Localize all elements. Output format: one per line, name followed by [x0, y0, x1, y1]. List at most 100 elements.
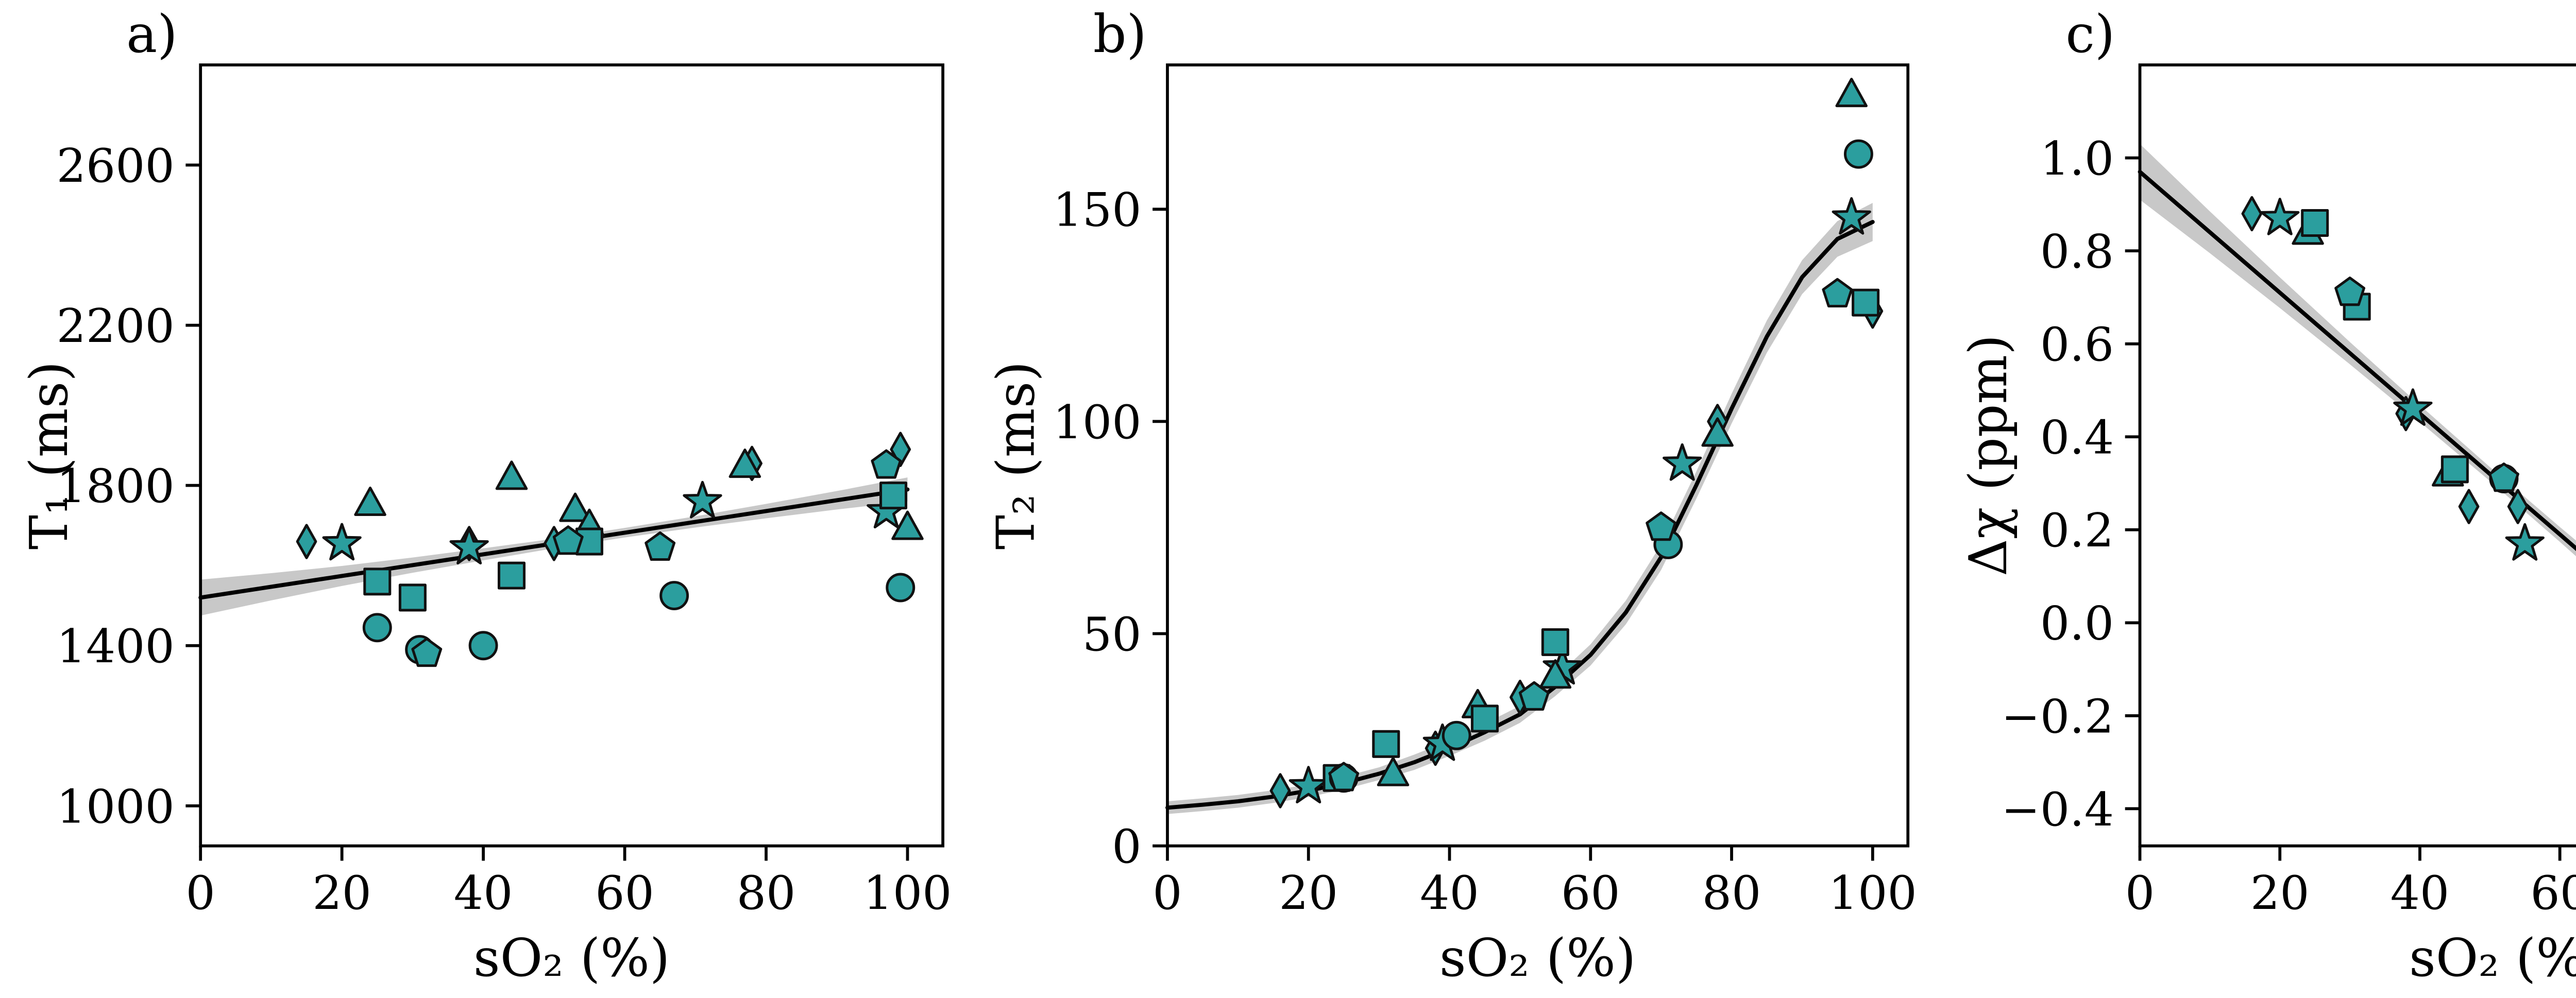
x-tick-label: 20 [312, 866, 371, 920]
y-tick-label: 2200 [57, 299, 175, 353]
y-tick-label: −0.4 [2001, 783, 2114, 837]
marker-pentagon [411, 637, 443, 667]
x-tick-label: 0 [2125, 866, 2155, 920]
y-tick-label: 0.8 [2040, 225, 2114, 279]
x-tick-label: 20 [2250, 866, 2310, 920]
panel-letter: b) [1093, 4, 1147, 64]
marker-star [322, 523, 362, 561]
marker-triangle [559, 492, 591, 522]
marker-pentagon [1646, 511, 1677, 541]
y-tick-label: 150 [1053, 183, 1142, 237]
marker-diamond [890, 432, 911, 467]
y-tick-label: 0.6 [2040, 318, 2114, 372]
marker-star [449, 527, 489, 565]
panel-b: 0 20 40 60 80 100 0 50 100 150 sO₂ (%) T₂ (ms) b) [986, 4, 1917, 988]
x-axis-label: sO₂ (%) [2409, 927, 2576, 988]
x-tick-label: 60 [595, 866, 654, 920]
x-tick-label: 20 [1279, 866, 1338, 920]
marker-square [879, 481, 908, 510]
marker-pentagon [645, 531, 676, 561]
y-tick-label: 0.0 [2040, 597, 2114, 651]
marker-diamond [2507, 489, 2529, 524]
marker-circle [1843, 139, 1873, 169]
panel-c: 020406080100−0.4−0.20.00.20.40.60.81.0sO… [1958, 4, 2576, 988]
x-tick-label: 40 [454, 866, 513, 920]
y-tick-label: 0.4 [2040, 411, 2114, 465]
x-tick-label: 0 [186, 866, 215, 920]
y-axis-label: Δχ (ppm) [1958, 335, 2019, 576]
marker-square [363, 567, 392, 596]
marker-square [1852, 288, 1880, 317]
x-tick-label: 60 [1561, 866, 1620, 920]
y-axis-label: T₁ (ms) [19, 361, 79, 549]
marker-triangle [728, 449, 761, 478]
marker-square [2301, 209, 2329, 237]
x-tick-label: 100 [1828, 866, 1917, 920]
y-tick-label: 50 [1082, 608, 1142, 662]
marker-star [683, 480, 722, 519]
marker-star [2393, 388, 2433, 426]
marker-triangle [495, 460, 528, 490]
panel-a: 0 20 40 60 80 100 1000 1400 1800 2200 2600 sO₂ (%) T… [19, 4, 952, 988]
marker-pentagon [1328, 762, 1360, 791]
marker-circle [362, 613, 392, 643]
x-axis-label: sO₂ (%) [1439, 927, 1636, 988]
marker-square [1541, 628, 1569, 657]
marker-triangle [1701, 417, 1734, 447]
x-tick-label: 80 [737, 866, 796, 920]
marker-diamond [2241, 196, 2263, 232]
marker-square [1470, 704, 1499, 733]
marker-square [1372, 730, 1400, 758]
marker-circle [1442, 720, 1471, 750]
marker-pentagon [1518, 681, 1550, 711]
marker-diamond [296, 524, 317, 559]
axes-frame [199, 63, 944, 848]
marker-diamond [1269, 773, 1291, 808]
marker-star [1289, 766, 1328, 804]
marker-circle [468, 631, 498, 661]
y-tick-label: 2600 [57, 139, 175, 193]
y-tick-label: 100 [1053, 395, 1142, 450]
marker-circle [886, 573, 916, 603]
marker-triangle [1835, 78, 1868, 108]
axes-frame [2138, 63, 2576, 848]
x-tick-label: 0 [1153, 866, 1182, 920]
marker-diamond [2458, 489, 2480, 524]
marker-pentagon [552, 525, 584, 555]
marker-pentagon [2334, 277, 2366, 306]
axes-frame [1166, 63, 1910, 848]
x-axis-label: sO₂ (%) [473, 927, 670, 988]
y-axis-label: T₂ (ms) [986, 361, 1046, 549]
y-tick-label: 0.2 [2040, 504, 2114, 558]
marker-square [2441, 455, 2469, 484]
x-tick-label: 80 [1702, 866, 1761, 920]
marker-star [1832, 197, 1871, 235]
marker-circle [659, 581, 689, 610]
y-tick-label: 1.0 [2040, 132, 2114, 186]
marker-pentagon [2488, 462, 2519, 492]
y-tick-label: −0.2 [2001, 690, 2114, 744]
y-tick-label: 1800 [57, 459, 175, 513]
y-tick-label: 0 [1112, 820, 1141, 874]
y-tick-label: 1000 [57, 780, 175, 834]
x-tick-label: 60 [2530, 866, 2576, 920]
marker-star [2260, 197, 2300, 235]
marker-triangle [1539, 659, 1572, 689]
x-tick-label: 100 [863, 866, 952, 920]
marker-pentagon [1822, 278, 1853, 307]
y-tick-label: 1400 [57, 620, 175, 674]
confidence-band [1167, 202, 1873, 814]
marker-square [398, 583, 427, 612]
panel-letter: a) [126, 4, 177, 64]
panel-letter: c) [2065, 4, 2115, 64]
marker-triangle [354, 486, 386, 516]
marker-star [2505, 523, 2545, 561]
marker-triangle [1377, 756, 1410, 786]
x-tick-label: 40 [2391, 866, 2450, 920]
marker-star [1663, 443, 1702, 481]
marker-pentagon [871, 449, 902, 479]
x-tick-label: 40 [1420, 866, 1479, 920]
marker-triangle [891, 510, 924, 540]
